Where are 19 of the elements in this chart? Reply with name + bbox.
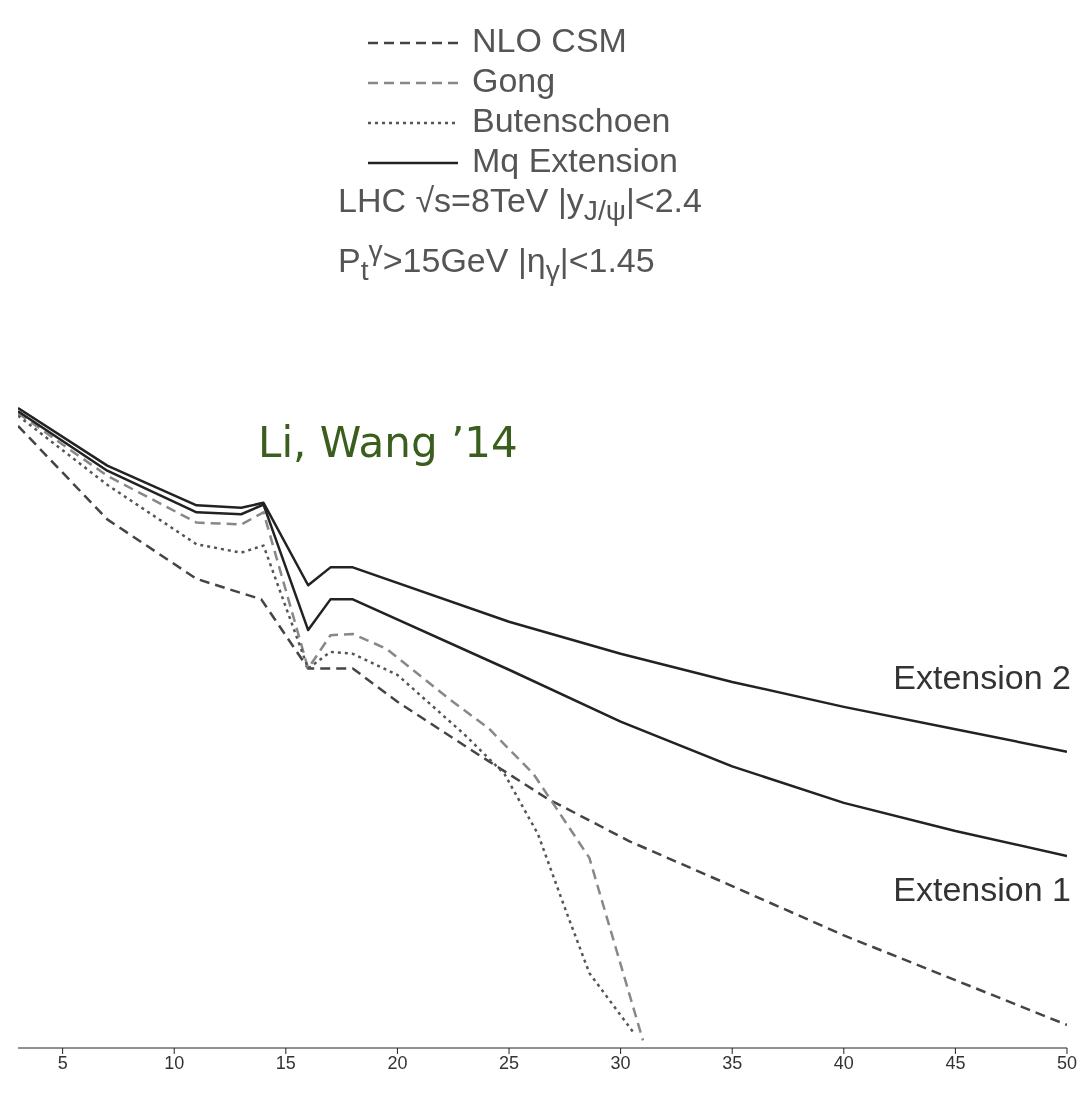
x-tick-label: 50 bbox=[1056, 1052, 1078, 1073]
x-tick-label: 25 bbox=[499, 1052, 520, 1073]
x-tick-label: 20 bbox=[387, 1052, 408, 1073]
legend-label: NLO CSM bbox=[472, 20, 627, 60]
x-tick-label: 10 bbox=[164, 1052, 185, 1073]
annotation: Extension 1 bbox=[893, 870, 1071, 909]
chart-title: Li, Wang ’14 bbox=[258, 418, 518, 467]
legend-label: Butenschoen bbox=[472, 100, 671, 140]
text: P$_{t}$$^{γ}$>15GeV |η$_{γ}$|<1.45 bbox=[338, 232, 656, 288]
x-tick-label: 30 bbox=[610, 1052, 631, 1073]
x-tick-label: 45 bbox=[945, 1052, 966, 1073]
x-tick-label: 40 bbox=[833, 1052, 854, 1073]
x-tick-label: 5 bbox=[57, 1052, 68, 1073]
annotation: Extension 2 bbox=[893, 658, 1071, 697]
text: LHC √s=8TeV |y$_{J/ψ}$|<2.4 bbox=[338, 180, 702, 228]
legend-label: Mq Extension bbox=[472, 140, 678, 180]
x-tick-label: 35 bbox=[722, 1052, 743, 1073]
legend-label: Gong bbox=[472, 60, 556, 100]
x-tick-label: 15 bbox=[275, 1052, 296, 1073]
